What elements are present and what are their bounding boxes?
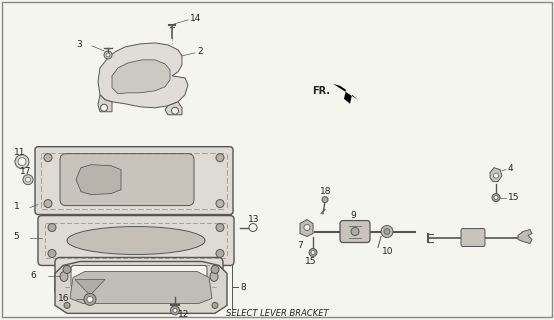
Text: 7: 7	[297, 241, 302, 250]
Polygon shape	[70, 271, 212, 303]
FancyBboxPatch shape	[60, 154, 194, 205]
Circle shape	[216, 224, 224, 232]
Text: 17: 17	[20, 167, 32, 176]
Polygon shape	[75, 279, 105, 295]
FancyBboxPatch shape	[461, 228, 485, 246]
Circle shape	[381, 226, 393, 237]
Text: 3: 3	[76, 40, 82, 49]
FancyBboxPatch shape	[340, 220, 370, 243]
Text: 11: 11	[14, 148, 25, 157]
Text: 4: 4	[508, 164, 514, 173]
Ellipse shape	[210, 271, 218, 281]
Circle shape	[63, 266, 71, 274]
Circle shape	[44, 154, 52, 162]
Polygon shape	[165, 102, 182, 115]
Text: 18: 18	[320, 187, 331, 196]
Circle shape	[100, 104, 107, 111]
Circle shape	[216, 154, 224, 162]
Circle shape	[84, 293, 96, 305]
Circle shape	[216, 250, 224, 258]
Polygon shape	[333, 84, 358, 104]
Circle shape	[171, 306, 179, 315]
FancyBboxPatch shape	[35, 147, 233, 215]
Polygon shape	[98, 95, 112, 112]
Polygon shape	[55, 261, 227, 313]
Circle shape	[104, 51, 112, 59]
FancyBboxPatch shape	[55, 258, 223, 295]
Text: 5: 5	[13, 232, 19, 241]
Text: FR.: FR.	[312, 86, 330, 96]
Circle shape	[322, 196, 328, 203]
Polygon shape	[490, 168, 502, 182]
Polygon shape	[518, 229, 532, 244]
Circle shape	[212, 302, 218, 308]
Circle shape	[309, 249, 317, 256]
Circle shape	[173, 308, 177, 312]
Circle shape	[249, 224, 257, 232]
Circle shape	[48, 250, 56, 258]
Text: 6: 6	[30, 271, 36, 280]
Circle shape	[304, 225, 310, 230]
Text: 9: 9	[350, 211, 356, 220]
Text: 10: 10	[382, 247, 393, 256]
Circle shape	[384, 228, 390, 235]
Circle shape	[494, 173, 499, 178]
Text: 15: 15	[508, 193, 520, 202]
Circle shape	[311, 251, 315, 254]
Polygon shape	[76, 165, 121, 195]
Circle shape	[23, 175, 33, 185]
Circle shape	[25, 177, 30, 182]
Text: 8: 8	[240, 283, 246, 292]
Circle shape	[351, 228, 359, 236]
Circle shape	[172, 107, 178, 114]
Circle shape	[494, 196, 498, 200]
Circle shape	[48, 224, 56, 232]
Text: 12: 12	[178, 310, 189, 319]
Circle shape	[64, 302, 70, 308]
Text: 1: 1	[14, 202, 20, 211]
FancyBboxPatch shape	[71, 266, 207, 287]
Circle shape	[106, 53, 110, 57]
Circle shape	[87, 296, 93, 302]
Circle shape	[44, 200, 52, 208]
Polygon shape	[112, 60, 170, 94]
Text: 14: 14	[190, 14, 201, 23]
Ellipse shape	[60, 271, 68, 281]
Text: SELECT LEVER BRACKET: SELECT LEVER BRACKET	[225, 309, 329, 318]
Text: 13: 13	[248, 215, 259, 224]
Circle shape	[211, 266, 219, 274]
Circle shape	[18, 158, 26, 166]
Text: 2: 2	[197, 47, 203, 56]
Circle shape	[216, 200, 224, 208]
Ellipse shape	[67, 227, 205, 254]
Text: 15: 15	[305, 257, 316, 266]
Polygon shape	[98, 43, 188, 108]
Text: 16: 16	[58, 294, 69, 303]
Polygon shape	[300, 220, 313, 236]
Circle shape	[492, 194, 500, 202]
Circle shape	[15, 155, 29, 169]
FancyBboxPatch shape	[38, 216, 234, 266]
